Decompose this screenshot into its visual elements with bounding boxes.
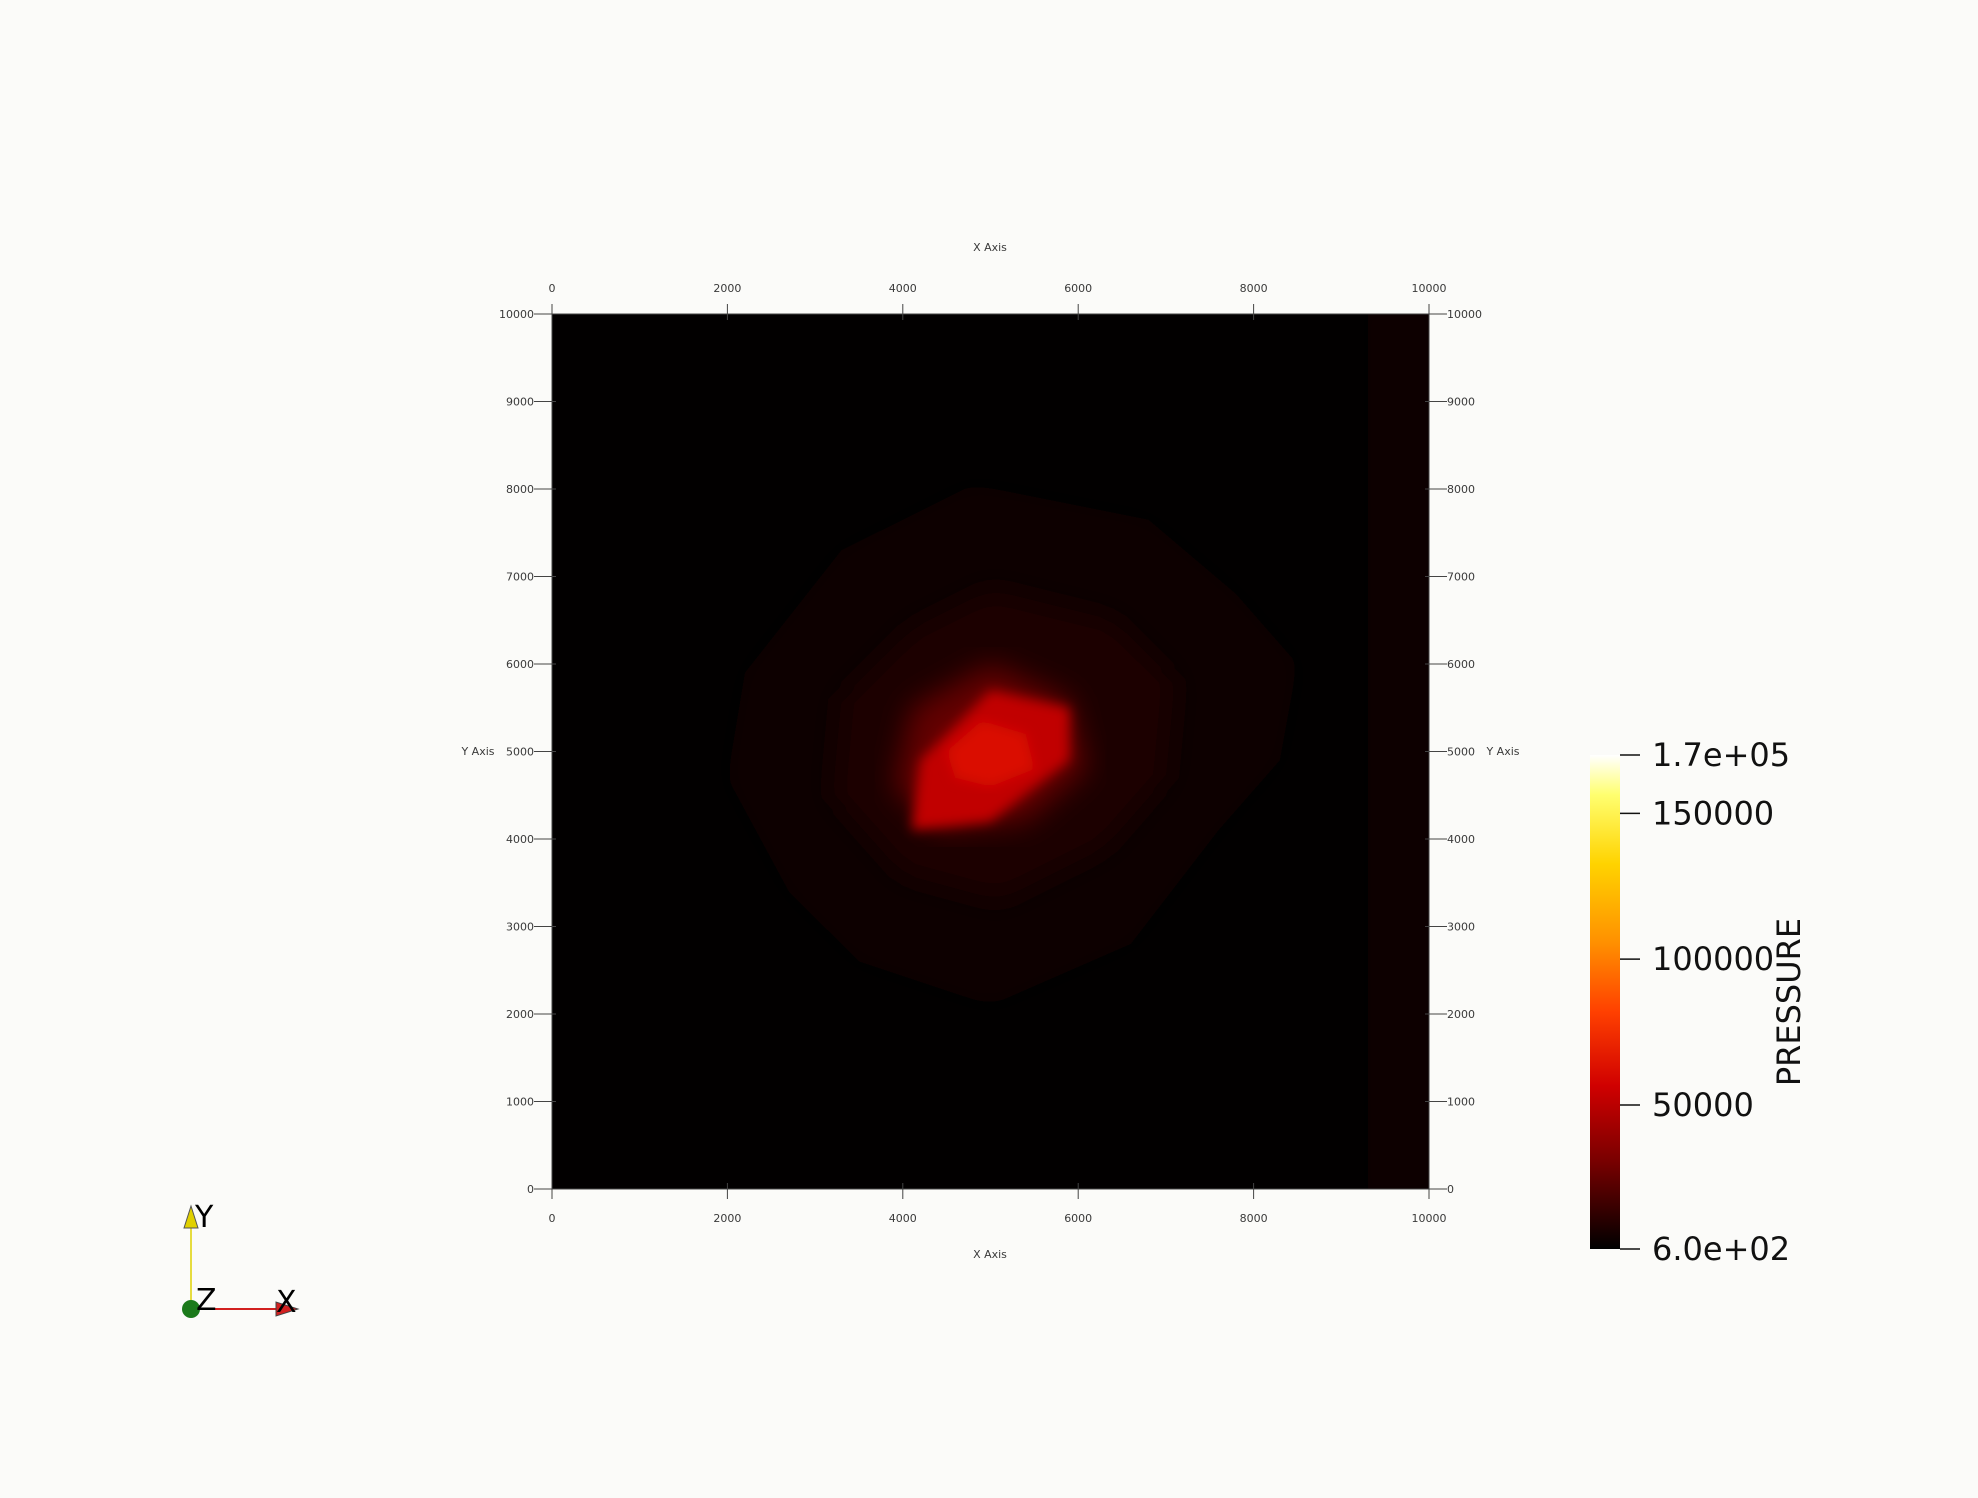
y-tick-label-right: 6000 bbox=[1447, 658, 1475, 671]
y-tick-label-right: 10000 bbox=[1447, 308, 1482, 321]
x-tick-label-bottom: 8000 bbox=[1240, 1212, 1268, 1225]
colorbar-gradient bbox=[1590, 755, 1620, 1249]
x-tick-label-bottom: 4000 bbox=[889, 1212, 917, 1225]
colorbar-label: 150000 bbox=[1652, 794, 1774, 832]
y-tick-label-right: 3000 bbox=[1447, 921, 1475, 934]
x-axis-title-top: X Axis bbox=[973, 241, 1007, 254]
y-tick-label-left: 4000 bbox=[506, 833, 534, 846]
y-tick-label-left: 5000 bbox=[506, 746, 534, 759]
x-tick-label-top: 4000 bbox=[889, 282, 917, 295]
x-tick-label-bottom: 0 bbox=[549, 1212, 556, 1225]
x-tick-label-bottom: 10000 bbox=[1412, 1212, 1447, 1225]
cube-axes: 0020002000400040006000600080008000100001… bbox=[499, 282, 1482, 1225]
boundary-strip bbox=[1367, 314, 1429, 1189]
y-tick-label-left: 0 bbox=[527, 1183, 534, 1196]
x-tick-label-top: 2000 bbox=[713, 282, 741, 295]
orientation-triad: Y Z X bbox=[182, 1200, 300, 1320]
y-tick-label-left: 10000 bbox=[499, 308, 534, 321]
y-tick-label-left: 2000 bbox=[506, 1008, 534, 1021]
x-tick-label-top: 0 bbox=[549, 282, 556, 295]
y-tick-label-right: 5000 bbox=[1447, 746, 1475, 759]
colorbar-label: 50000 bbox=[1652, 1086, 1754, 1124]
x-tick-label-top: 6000 bbox=[1064, 282, 1092, 295]
pressure-heatmap bbox=[552, 314, 1429, 1189]
pressure-plume bbox=[727, 314, 1429, 1189]
colorbar-legend: 1.7e+05 150000 100000 50000 6.0e+02 PRESSURE bbox=[1590, 736, 1808, 1268]
y-tick-label-right: 8000 bbox=[1447, 483, 1475, 496]
y-tick-label-left: 6000 bbox=[506, 658, 534, 671]
y-tick-label-left: 7000 bbox=[506, 571, 534, 584]
z-axis-sphere bbox=[182, 1300, 200, 1318]
y-tick-label-left: 8000 bbox=[506, 483, 534, 496]
triad-label-y: Y bbox=[194, 1200, 214, 1235]
colorbar-label: 1.7e+05 bbox=[1652, 736, 1790, 774]
x-tick-label-bottom: 2000 bbox=[713, 1212, 741, 1225]
y-tick-label-left: 1000 bbox=[506, 1096, 534, 1109]
x-axis-title-bottom: X Axis bbox=[973, 1248, 1007, 1261]
colorbar-label: 6.0e+02 bbox=[1652, 1230, 1790, 1268]
x-tick-label-bottom: 6000 bbox=[1064, 1212, 1092, 1225]
y-tick-label-right: 7000 bbox=[1447, 571, 1475, 584]
y-tick-label-left: 9000 bbox=[506, 396, 534, 409]
y-axis-title-right: Y Axis bbox=[1485, 745, 1519, 758]
colorbar-title: PRESSURE bbox=[1770, 918, 1808, 1086]
x-tick-label-top: 8000 bbox=[1240, 282, 1268, 295]
y-tick-label-left: 3000 bbox=[506, 921, 534, 934]
x-axis-arrow-head bbox=[275, 1301, 300, 1317]
y-tick-label-right: 4000 bbox=[1447, 833, 1475, 846]
y-tick-label-right: 1000 bbox=[1447, 1096, 1475, 1109]
x-tick-label-top: 10000 bbox=[1412, 282, 1447, 295]
y-tick-label-right: 0 bbox=[1447, 1183, 1454, 1196]
triad-label-x: X bbox=[276, 1285, 297, 1320]
triad-label-z: Z bbox=[196, 1283, 217, 1318]
y-axis-title-left: Y Axis bbox=[460, 745, 494, 758]
colorbar-label: 100000 bbox=[1652, 940, 1774, 978]
y-axis-arrow-head bbox=[183, 1204, 199, 1229]
y-tick-label-right: 2000 bbox=[1447, 1008, 1475, 1021]
pressure-contour bbox=[946, 720, 1035, 787]
y-tick-label-right: 9000 bbox=[1447, 396, 1475, 409]
